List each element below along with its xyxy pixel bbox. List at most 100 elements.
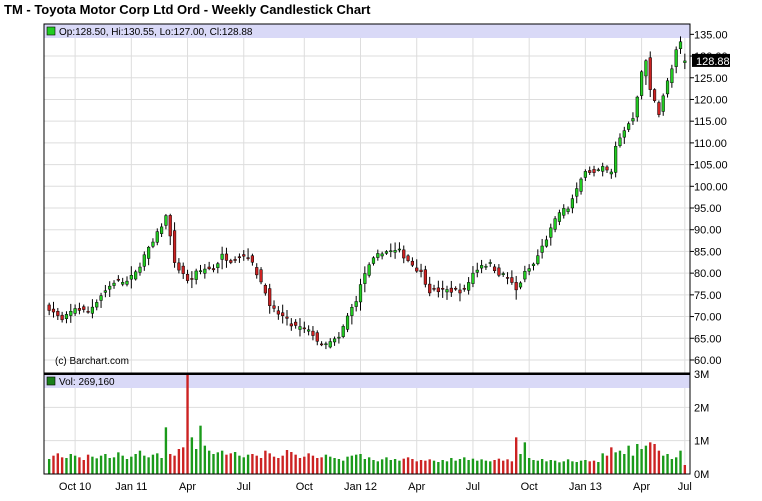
candle-body: [108, 285, 112, 290]
volume-bar: [636, 444, 639, 474]
volume-bar: [272, 456, 276, 474]
volume-bars: [47, 374, 687, 474]
candle-body: [60, 314, 64, 321]
volume-axis: 0M 1M 2M 3M: [694, 369, 709, 481]
candle-body: [549, 227, 553, 238]
price-tick-label: 95.00: [694, 203, 722, 215]
volume-bar: [450, 458, 453, 474]
date-tick-label: Apr: [408, 481, 425, 493]
candle-body: [544, 239, 549, 247]
price-tick-label: 85.00: [694, 246, 722, 258]
candle-body: [609, 171, 613, 175]
candle-body: [419, 269, 423, 272]
date-tick-label: Oct: [296, 481, 313, 493]
candle-body: [181, 265, 185, 274]
volume-bar: [623, 454, 626, 474]
volume-tick-label: 2M: [694, 402, 709, 414]
candle-body: [562, 208, 566, 216]
candle-body: [683, 60, 687, 63]
volume-bar: [52, 455, 55, 474]
candle-body: [570, 198, 574, 209]
volume-bar: [437, 462, 440, 474]
volume-bar: [497, 458, 501, 474]
price-tick-label: 125.00: [694, 73, 728, 85]
candle-body: [622, 130, 626, 138]
volume-bar: [65, 458, 68, 474]
volume-bar: [311, 455, 315, 474]
candle-body: [458, 289, 462, 294]
volume-bar: [527, 458, 531, 474]
candle-body: [77, 308, 82, 311]
volume-legend-swatch: [46, 376, 56, 386]
candle-body: [678, 41, 683, 49]
price-tick-label: 100.00: [694, 181, 728, 193]
volume-bar: [618, 450, 622, 474]
volume-bar: [216, 452, 219, 474]
candle-body: [268, 288, 272, 306]
volume-tick-label: 3M: [694, 369, 709, 381]
volume-bar: [151, 454, 155, 474]
volume-bar: [268, 453, 271, 474]
volume-bar: [445, 461, 449, 474]
volume-bar: [675, 457, 678, 474]
volume-bar: [277, 458, 280, 474]
candle-body: [648, 57, 652, 90]
price-grid: [44, 24, 690, 373]
volume-bar: [203, 445, 207, 474]
volume-bar: [182, 447, 185, 474]
candle-body: [557, 212, 562, 222]
volume-bar: [506, 459, 509, 474]
candle-body: [332, 338, 337, 343]
volume-bar: [631, 455, 635, 474]
volume-bar: [359, 454, 362, 474]
candle-body: [320, 343, 324, 346]
volume-bar: [575, 462, 578, 474]
candle-body: [454, 287, 458, 290]
price-tick-label: 75.00: [694, 290, 722, 302]
volume-bar: [380, 459, 384, 474]
candle-body: [480, 265, 484, 269]
candle-body: [95, 302, 99, 308]
candle-body: [47, 304, 51, 311]
candle-body: [553, 218, 557, 230]
volume-legend-band: [44, 375, 690, 388]
candle-body: [614, 146, 618, 173]
candle-body: [302, 327, 306, 330]
volume-bar: [117, 452, 120, 474]
candle-body: [510, 277, 514, 283]
volume-bar: [398, 460, 401, 474]
candle-body: [345, 315, 350, 330]
candle-body: [250, 255, 254, 263]
candle-body: [229, 260, 233, 263]
volume-bar: [91, 456, 94, 474]
volume-bar: [324, 454, 328, 474]
candle-body: [207, 266, 211, 270]
volume-bar: [233, 452, 237, 474]
chart-title: TM - Toyota Motor Corp Ltd Ord - Weekly …: [4, 2, 371, 17]
candle-body: [428, 283, 432, 294]
candle-body: [211, 268, 216, 271]
candle-body: [527, 268, 531, 272]
volume-bar: [610, 447, 613, 474]
date-tick-label: Jan 13: [569, 481, 602, 493]
candle-body: [371, 257, 376, 264]
volume-bar: [195, 449, 198, 474]
volume-bar: [177, 449, 181, 474]
volume-bar: [220, 450, 224, 474]
volume-bar: [316, 458, 319, 474]
volume-bar: [463, 457, 466, 474]
volume-bar: [402, 458, 405, 474]
date-tick-label: Oct 10: [59, 481, 91, 493]
candle-body: [99, 295, 103, 301]
price-panel-frame: [43, 23, 691, 374]
candle-body: [484, 265, 488, 268]
volume-bar: [467, 460, 470, 474]
volume-bar: [307, 453, 310, 474]
candle-body: [384, 251, 389, 254]
last-price-marker: 128.88: [692, 53, 730, 68]
volume-bar: [553, 460, 557, 474]
candle-body: [367, 264, 371, 276]
volume-bar: [597, 462, 600, 474]
volume-bar: [56, 453, 59, 474]
